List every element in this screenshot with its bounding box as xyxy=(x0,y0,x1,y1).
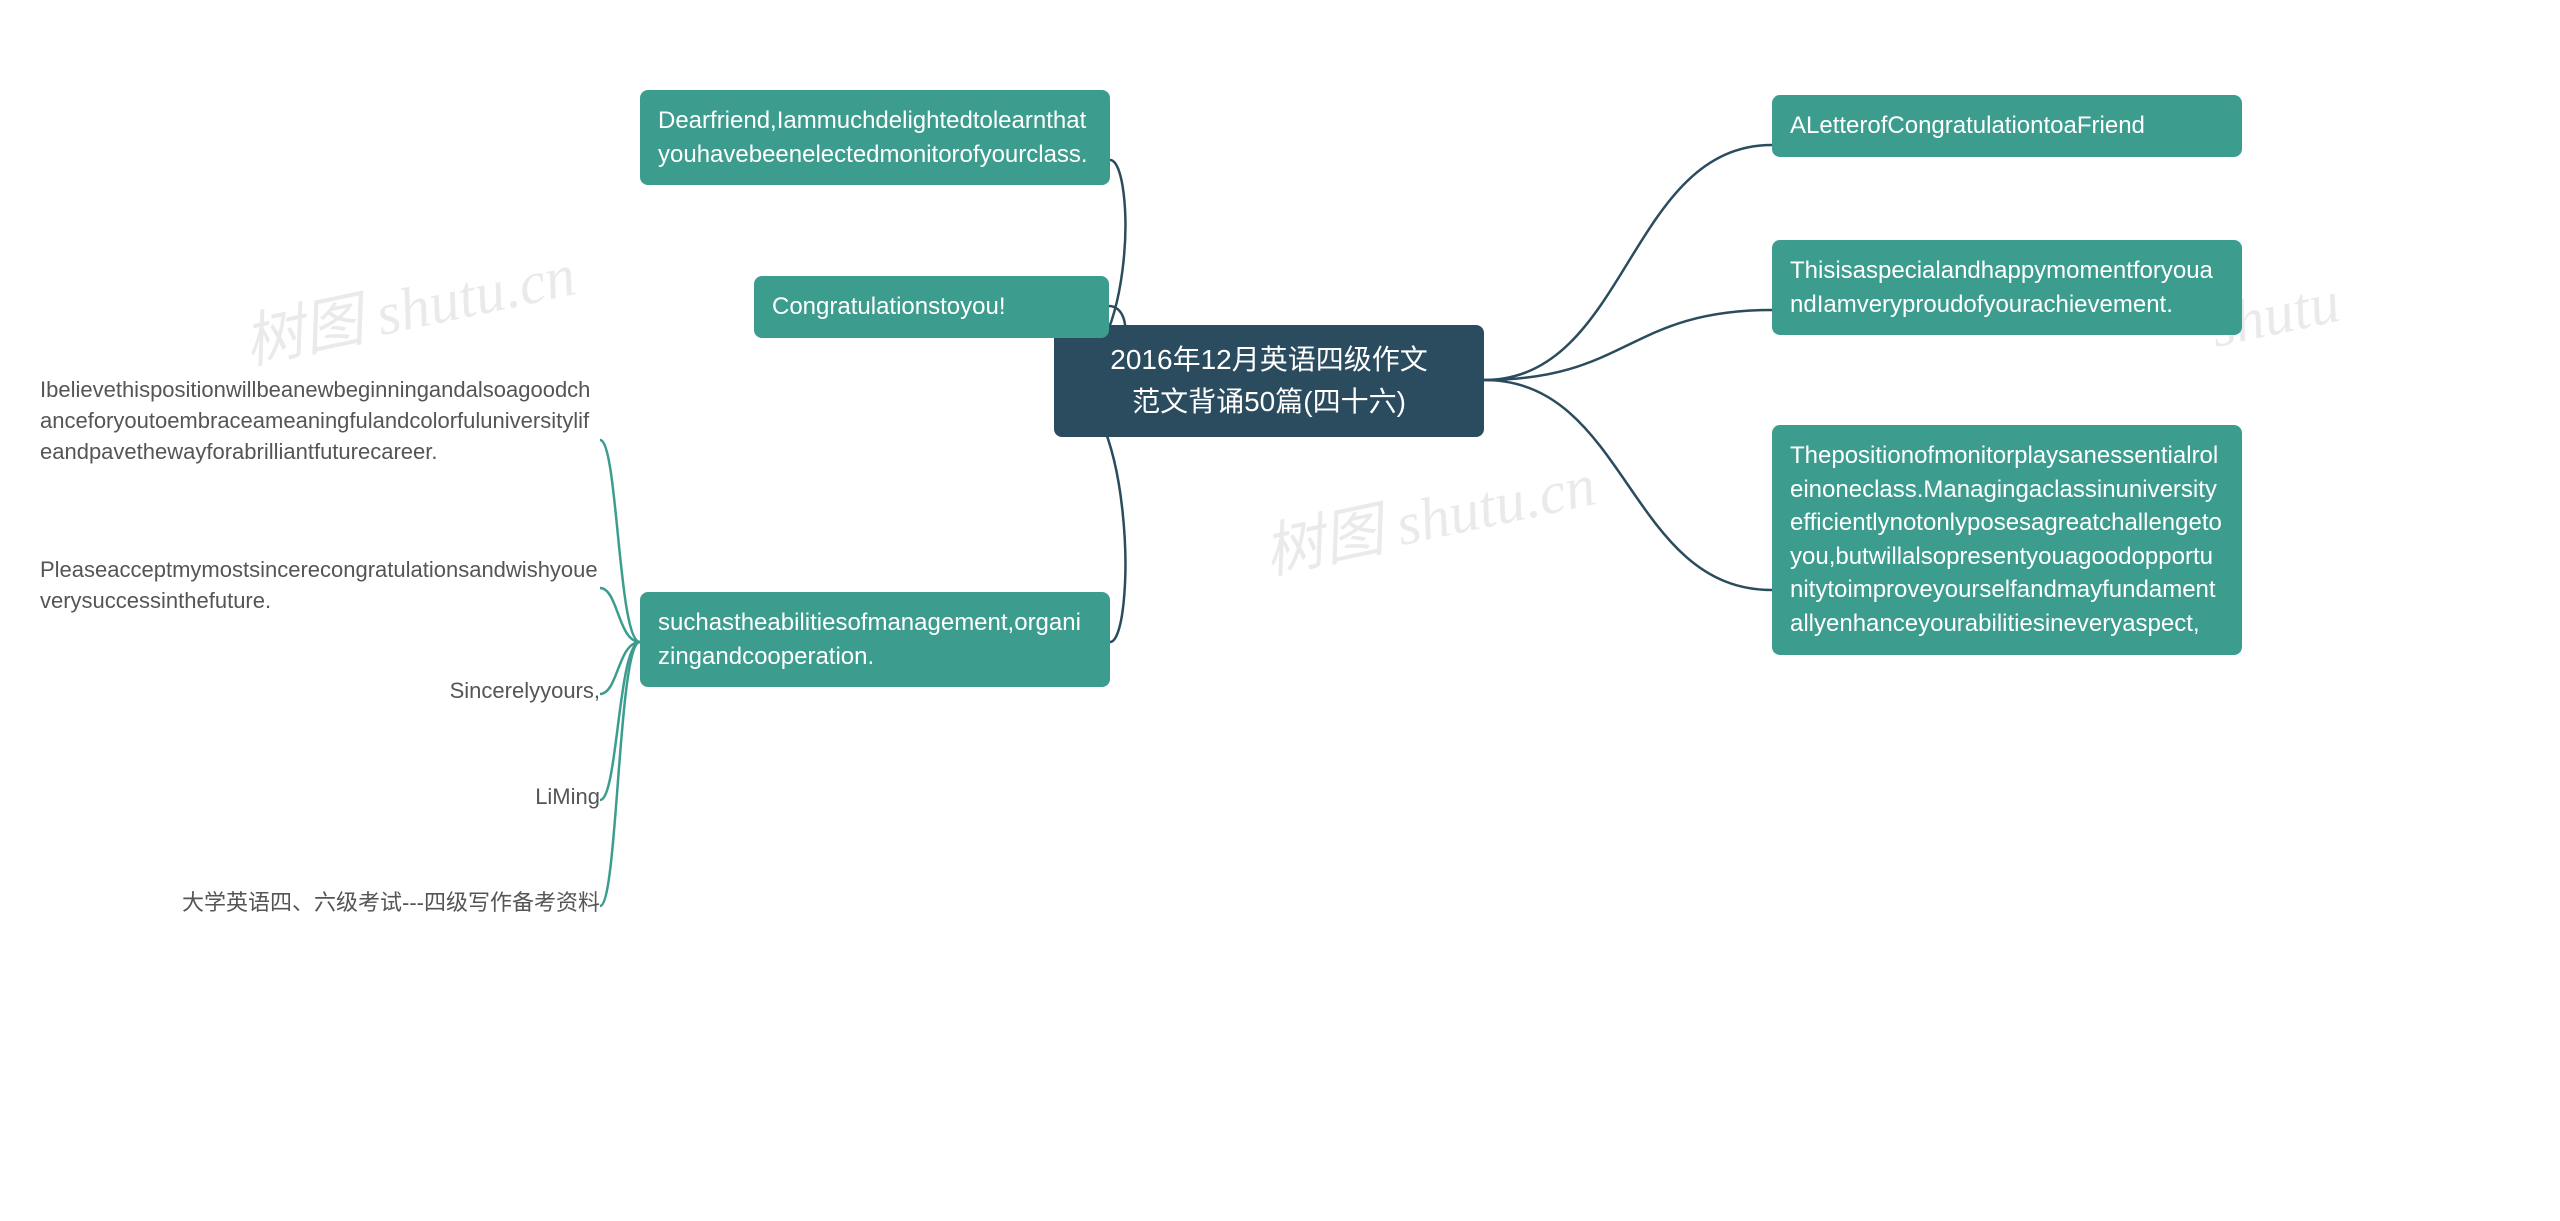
root-line2: 范文背诵50篇(四十六) xyxy=(1072,381,1466,423)
c-root-r2 xyxy=(1484,310,1772,380)
left-branch-1[interactable]: Dearfriend,Iammuchdelightedtolearnthatyo… xyxy=(640,90,1110,185)
left-branch-3[interactable]: suchastheabilitiesofmanagement,organizin… xyxy=(640,592,1110,687)
leaf-2[interactable]: Pleaseacceptmymostsincerecongratulations… xyxy=(40,555,600,617)
root-line1: 2016年12月英语四级作文 xyxy=(1072,339,1466,381)
watermark-1: 树图 shutu.cn xyxy=(235,226,582,381)
c-l3-leaf4 xyxy=(600,642,640,800)
c-root-r1 xyxy=(1484,145,1772,380)
right-branch-1[interactable]: ALetterofCongratulationtoaFriend xyxy=(1772,95,2242,157)
leaf-1[interactable]: Ibelievethispositionwillbeanewbeginninga… xyxy=(40,375,600,467)
right-branch-3[interactable]: Thepositionofmonitorplaysanessentialrole… xyxy=(1772,425,2242,655)
c-root-r3 xyxy=(1484,380,1772,590)
leaf-5[interactable]: 大学英语四、六级考试---四级写作备考资料 xyxy=(60,888,600,919)
c-l3-leaf2 xyxy=(600,588,640,642)
c-l3-leaf5 xyxy=(600,642,640,906)
leaf-3[interactable]: Sincerelyyours, xyxy=(370,676,600,707)
root-node[interactable]: 2016年12月英语四级作文 范文背诵50篇(四十六) xyxy=(1054,325,1484,437)
leaf-4[interactable]: LiMing xyxy=(490,782,600,813)
c-l3-leaf1 xyxy=(600,440,640,642)
watermark-2: 树图 shutu.cn xyxy=(1255,436,1602,591)
left-branch-2[interactable]: Congratulationstoyou! xyxy=(754,276,1109,338)
c-l3-leaf3 xyxy=(600,642,640,694)
right-branch-2[interactable]: ThisisaspecialandhappymomentforyouandIam… xyxy=(1772,240,2242,335)
